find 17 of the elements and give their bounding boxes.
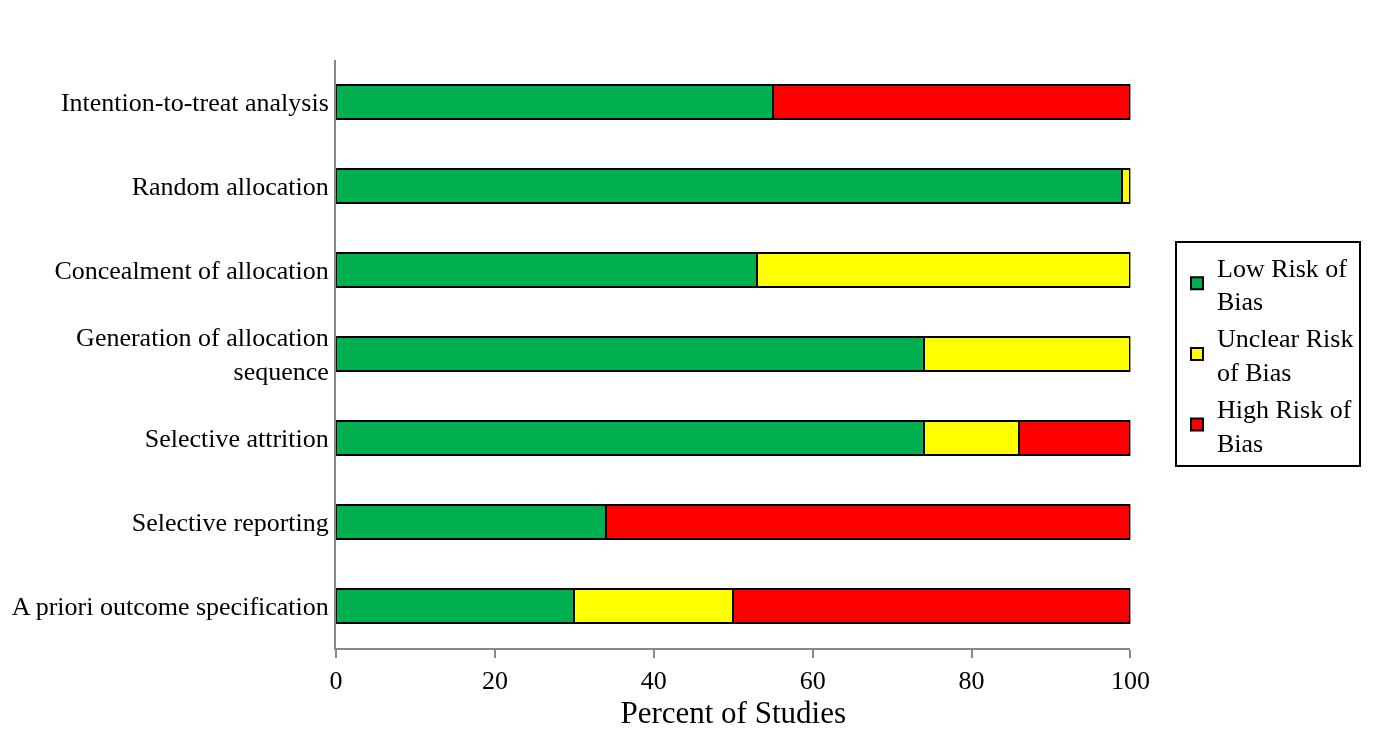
x-tick-label: 40 (640, 666, 667, 696)
legend-label: Low Risk of Bias (1217, 253, 1348, 317)
x-tick-label: 100 (1110, 666, 1150, 696)
y-tick-label: Generation of allocation sequence (76, 323, 329, 386)
x-tick-label: 0 (329, 666, 343, 696)
y-tick-label: Concealment of allocation (54, 256, 329, 286)
x-axis-title: Percent of Studies (620, 695, 846, 731)
y-tick-label: Intention-to-treat analysis (60, 88, 329, 118)
legend-label: Unclear Risk of Bias (1217, 324, 1354, 387)
y-tick-label: Random allocation (131, 172, 329, 202)
legend-label: High Risk of Bias (1217, 394, 1352, 458)
y-tick-label: Selective attrition (144, 424, 329, 454)
y-tick-label: A priori outcome specification (11, 592, 329, 622)
x-tick-label: 80 (958, 666, 985, 696)
x-tick-label: 20 (481, 666, 508, 696)
y-tick-label: Selective reporting (131, 508, 329, 538)
x-tick-label: 60 (799, 666, 826, 696)
